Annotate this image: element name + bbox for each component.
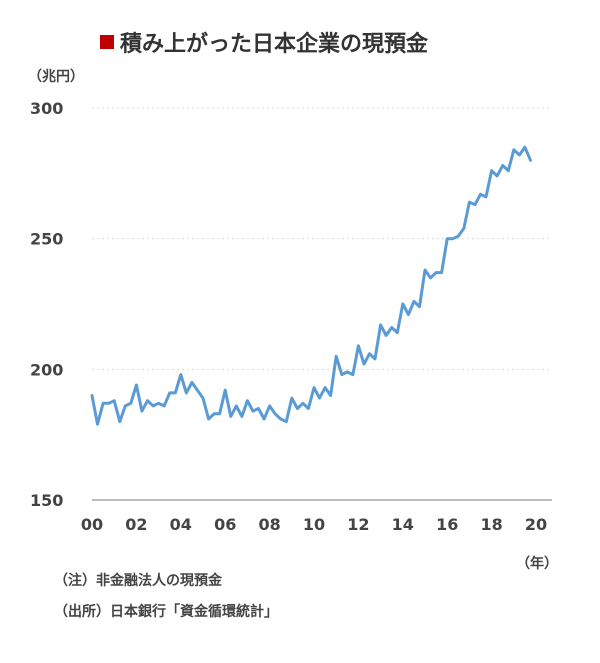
x-tick-label: 02 (125, 515, 147, 534)
series-line (90, 145, 532, 426)
x-tick-label: 00 (81, 515, 103, 534)
x-tick-label: 10 (303, 515, 325, 534)
y-tick-label: 300 (30, 99, 63, 118)
title-marker-square (100, 35, 114, 49)
x-tick-labels: 00 02 04 06 08 10 12 14 16 18 20 (81, 515, 547, 534)
source-text: （出所）日本銀行「資金循環統計」 (54, 604, 278, 620)
chart-title: 積み上がった日本企業の現預金 (100, 26, 428, 58)
x-tick-label: 14 (392, 515, 414, 534)
note-text: （注）非金融法人の現預金 (54, 573, 222, 589)
x-tick-label: 16 (436, 515, 458, 534)
x-tick-label: 18 (480, 515, 502, 534)
x-tick-label: 20 (525, 515, 547, 534)
y-tick-labels: 150 200 250 300 (30, 99, 63, 510)
x-tick-label: 04 (170, 515, 192, 534)
y-tick-label: 250 (30, 230, 63, 249)
chart-title-text: 積み上がった日本企業の現預金 (120, 32, 429, 57)
gridlines (92, 107, 552, 501)
x-tick-label: 12 (347, 515, 369, 534)
y-tick-label: 200 (30, 360, 63, 379)
x-tick-label: 08 (258, 515, 280, 534)
y-axis-unit: （兆円） (28, 69, 84, 85)
y-tick-label: 150 (30, 491, 63, 510)
x-tick-label: 06 (214, 515, 236, 534)
x-axis-unit: （年） (516, 556, 558, 572)
